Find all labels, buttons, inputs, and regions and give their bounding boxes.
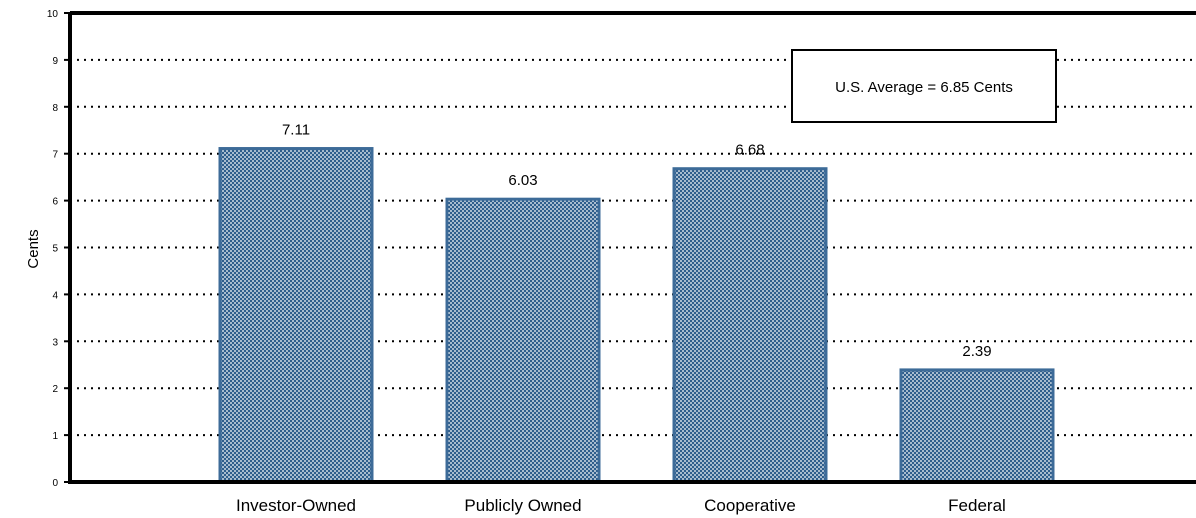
y-tick-label: 6	[52, 197, 58, 208]
y-tick-label: 7	[52, 150, 58, 161]
bars	[218, 147, 1055, 484]
axes	[64, 11, 1196, 484]
y-tick-label: 0	[52, 478, 58, 489]
bar	[672, 167, 828, 484]
y-tick-label: 1	[52, 431, 58, 442]
bar	[899, 368, 1055, 484]
y-tick-label: 8	[52, 103, 58, 114]
annotation-text: U.S. Average = 6.85 Cents	[835, 79, 1013, 96]
y-tick-label: 3	[52, 337, 58, 348]
y-axis-title: Cents	[25, 229, 42, 268]
y-tick-label: 10	[47, 9, 59, 20]
average-annotation: U.S. Average = 6.85 Cents	[791, 49, 1057, 123]
bar	[218, 147, 374, 484]
x-tick-label: Cooperative	[704, 496, 796, 515]
x-tick-label: Investor-Owned	[236, 496, 356, 515]
bar-value-label: 2.39	[962, 343, 991, 360]
bar-value-label: 6.03	[508, 172, 537, 189]
labels: 0 1 2 3 4 5 6 7 8 9 10 7.11 Investor-Owned 6.03 Public…	[47, 9, 1006, 515]
y-tick-label: 4	[52, 290, 58, 301]
x-tick-label: Publicly Owned	[464, 496, 581, 515]
bar	[445, 197, 601, 484]
bar-value-label: 6.68	[735, 142, 764, 159]
x-tick-label: Federal	[948, 496, 1006, 515]
y-tick-label: 9	[52, 56, 58, 67]
y-tick-label: 5	[52, 244, 58, 255]
bar-value-label: 7.11	[282, 122, 310, 139]
annotation-box	[791, 49, 1057, 123]
y-tick-label: 2	[52, 384, 58, 395]
